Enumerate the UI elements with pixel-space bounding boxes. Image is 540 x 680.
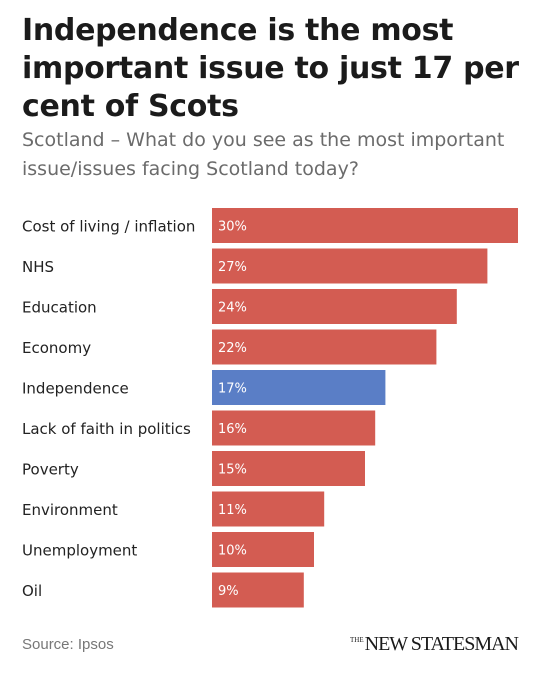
category-label: Economy [22,339,91,357]
bar-row: Cost of living / inflation 30% [22,208,518,243]
bar-row: Oil 9% [22,572,304,608]
category-label: Independence [22,380,129,398]
bar [212,572,304,608]
bar-value-label: 10% [218,544,247,559]
bar-highlighted [212,370,386,405]
bar-value-label: 30% [218,220,247,235]
logo-prefix: THE [350,636,364,644]
category-label: Poverty [22,461,79,479]
bar [212,451,365,486]
bar-row: Environment 11% [22,491,325,527]
bar-row: NHS 27% [22,248,488,284]
bar [212,248,488,284]
bar-value-label: 9% [218,584,239,599]
category-label: Lack of faith in politics [22,420,191,438]
bar-value-label: 17% [218,382,247,397]
bar-value-label: 15% [218,463,247,478]
bar-row: Education 24% [22,289,457,324]
publisher-logo: THENEW STATESMAN [350,633,519,656]
bar-chart: Cost of living / inflation 30% NHS 27% Educa… [22,208,518,608]
category-label: Unemployment [22,542,137,560]
category-label: NHS [22,258,54,276]
category-label: Cost of living / inflation [22,218,195,236]
bar [212,208,518,243]
bar-value-label: 27% [218,260,247,275]
bar-value-label: 24% [218,301,247,316]
bar-row: Lack of faith in politics 16% [22,410,376,446]
bar-value-label: 11% [218,503,247,518]
bar [212,532,314,567]
chart-subtitle: Scotland – What do you see as the most i… [22,129,505,180]
bar-row: Independence 17% [22,370,386,405]
bar-value-label: 16% [218,422,247,437]
category-label: Oil [22,582,42,600]
bar-row: Unemployment 10% [22,532,314,567]
bar [212,329,437,365]
bar-row: Economy 22% [22,329,437,365]
logo-name: NEW STATESMAN [364,633,519,655]
bar [212,491,325,527]
bar [212,289,457,324]
chart-title: Independence is the most important issue… [22,13,519,124]
category-label: Education [22,299,97,317]
source-note: Source: Ipsos [22,636,114,653]
bar-row: Poverty 15% [22,451,365,486]
category-label: Environment [22,501,118,519]
bar [212,410,376,446]
bar-value-label: 22% [218,341,247,356]
